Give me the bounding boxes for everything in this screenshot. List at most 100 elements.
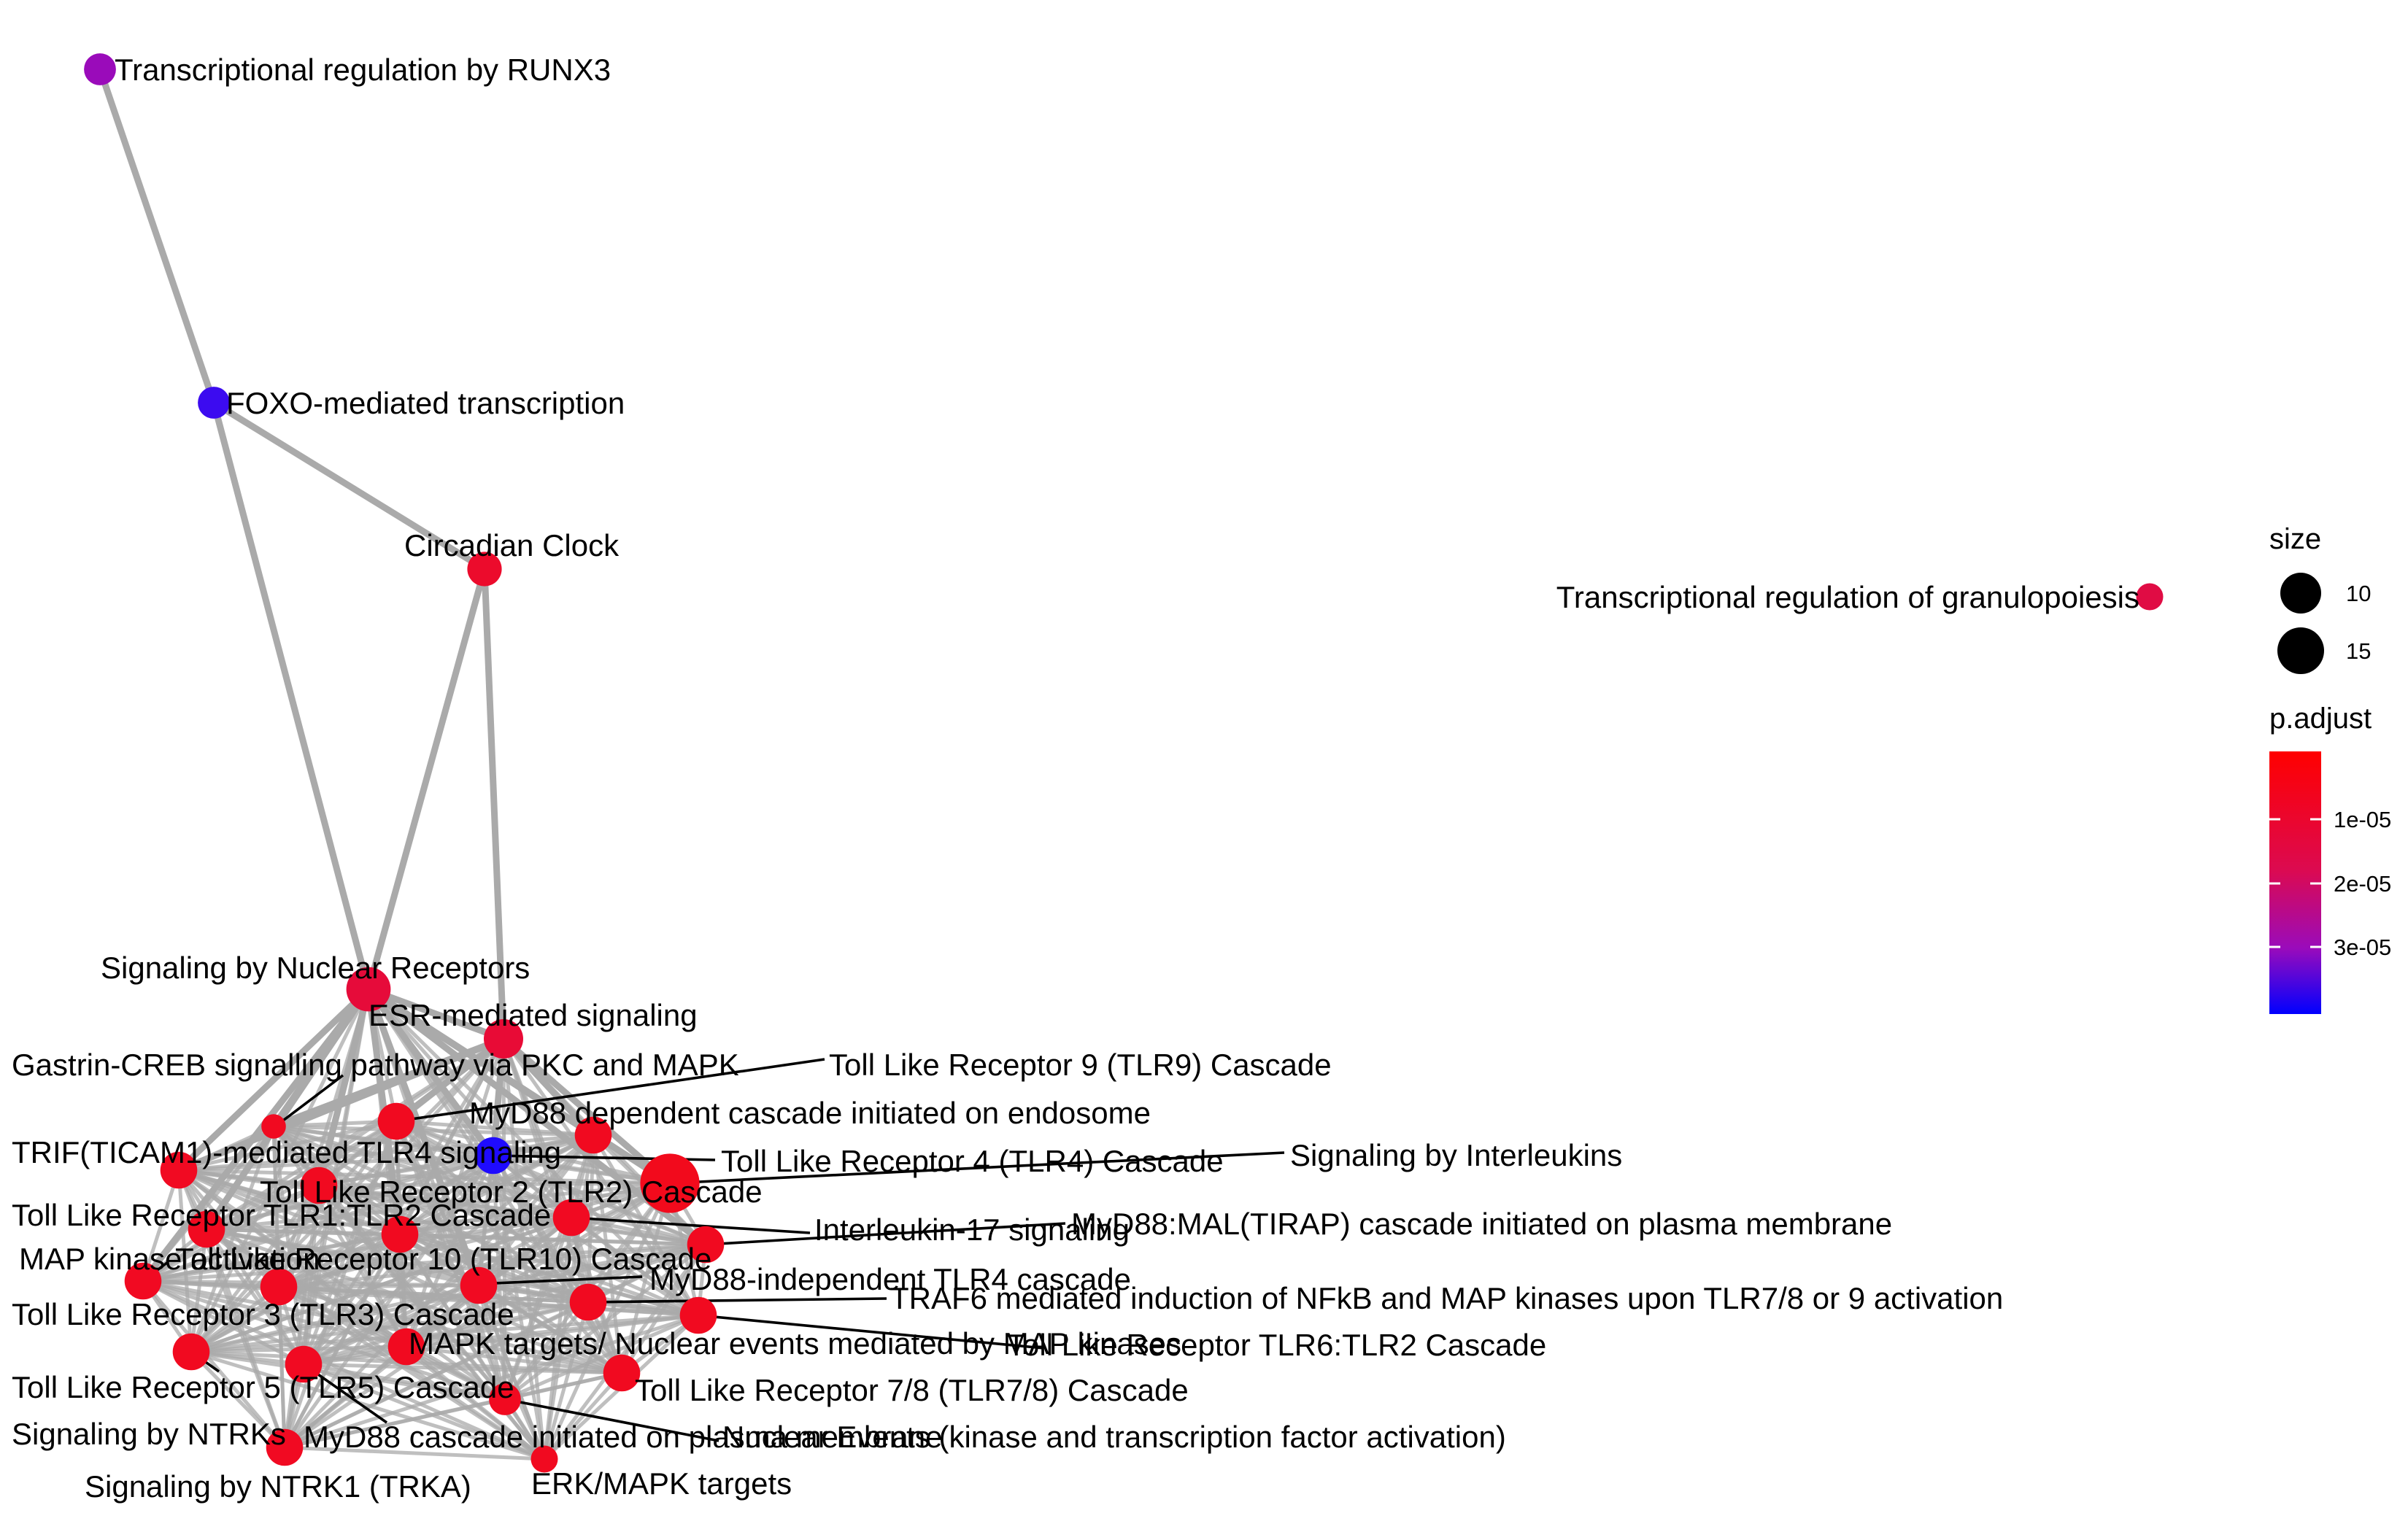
leader-line-myd88mal: [705, 1222, 1066, 1246]
network-edge: [189, 1350, 547, 1461]
network-edge: [394, 1119, 507, 1401]
network-edge: [394, 1119, 672, 1185]
node-tlr9: [377, 1102, 415, 1140]
network-edge: [282, 1183, 321, 1450]
node-label-circadian: Circadian Clock: [404, 528, 620, 562]
legend-size-label-small: 10: [2346, 581, 2371, 606]
node-tlr12: [188, 1210, 225, 1248]
legend-size-circle-small: [2280, 573, 2321, 614]
network-edge-circadian-esr: [481, 565, 507, 1042]
network-edge-nuclear-trif: [175, 986, 372, 1174]
node-label-nuclearevents: Nuclear Events (kinase and transcription…: [722, 1420, 1506, 1454]
network-edge: [586, 1300, 701, 1318]
node-foxo: [198, 387, 230, 419]
network-edge: [301, 1362, 624, 1375]
leader-line-gastrin: [276, 1074, 344, 1126]
node-label-myd88endo: MyD88 dependent cascade initiated on end…: [469, 1096, 1151, 1130]
network-edge: [141, 1168, 181, 1283]
node-gastrin: [261, 1114, 286, 1139]
node-mapkinase: [124, 1262, 162, 1300]
node-myd88mal: [687, 1226, 725, 1264]
node-tlr2: [300, 1167, 338, 1204]
node-myd88indep: [260, 1268, 298, 1306]
network-edge: [177, 1168, 193, 1354]
node-label-traf6: TRAF6 mediated induction of NFkB and MAP…: [890, 1281, 2003, 1315]
network-edge: [542, 1181, 672, 1461]
node-ntrk1: [266, 1428, 304, 1466]
node-label-myd88mal: MyD88:MAL(TIRAP) cascade initiated on pl…: [1071, 1207, 1892, 1241]
network-edge-foxo-circadian: [210, 399, 488, 573]
leader-line-interleukins: [669, 1151, 1285, 1185]
network-edge: [141, 1119, 398, 1283]
legend-color-tick-1: 1e-05: [2334, 807, 2391, 832]
node-label-granulopoiesis: Transcriptional regulation of granulopoi…: [1556, 580, 2139, 614]
network-edge: [501, 1037, 701, 1318]
network-edge: [282, 1181, 672, 1450]
node-label-interleukins: Signaling by Interleukins: [1290, 1138, 1622, 1172]
node-tlr4: [474, 1137, 512, 1175]
node-label-myd88plasma: MyD88 cascade initiated on plasma membra…: [304, 1420, 942, 1454]
network-nodes: [84, 53, 2164, 1473]
network-edge: [398, 1215, 574, 1237]
legend-color-title: p.adjust: [2269, 703, 2372, 735]
network-edge: [189, 1283, 481, 1354]
network-edge: [141, 1279, 287, 1450]
node-esr: [484, 1019, 523, 1059]
network-edge-runx3-foxo: [96, 66, 217, 406]
node-traf6: [569, 1283, 607, 1321]
network-edge-nuclear-tlr4: [365, 986, 497, 1159]
leader-line-mapktargets: [698, 1314, 1044, 1350]
node-label-gastrin: Gastrin-CREB signalling pathway via PKC …: [12, 1048, 739, 1082]
network-edge-esr-trif: [175, 1035, 507, 1174]
leader-line-il17: [571, 1216, 811, 1234]
network-edge: [277, 1285, 701, 1318]
node-label-mapktargets: MAPK targets/ Nuclear events mediated by…: [409, 1326, 1181, 1361]
network-edge: [189, 1181, 672, 1354]
network-edge: [204, 1227, 306, 1366]
node-label-myd88indep: MyD88-independent TLR4 cascade: [649, 1262, 1131, 1296]
node-il17: [552, 1199, 590, 1237]
network-edge: [277, 1119, 398, 1289]
network-edge: [404, 1345, 507, 1401]
network-edge: [542, 1242, 708, 1461]
node-tlr62: [387, 1328, 425, 1366]
network-labels: Transcriptional regulation by RUNX3 FOXO-…: [12, 53, 2139, 1504]
network-edge-nuclear-mapkinase: [139, 986, 372, 1285]
node-label-il17: Interleukin-17 signaling: [814, 1212, 1130, 1247]
legend: size 10 15 p.adjust 1e-05 2e-05 3e-05: [2269, 523, 2391, 1014]
leader-line-nuclearevents: [504, 1398, 719, 1442]
network-edge: [277, 1232, 402, 1289]
node-trif: [160, 1151, 198, 1189]
network-edge-foxo-nuclear: [210, 399, 372, 993]
node-label-tlr5: Toll Like Receptor 5 (TLR5) Cascade: [12, 1370, 514, 1404]
node-tlr78: [603, 1354, 641, 1392]
network-edge: [404, 1345, 547, 1461]
legend-color-tick-3: 3e-05: [2334, 935, 2391, 960]
label-leader-lines: [142, 1058, 1285, 1442]
node-tlr5: [172, 1333, 210, 1371]
network-edge: [141, 1242, 708, 1283]
network-edge: [189, 1350, 287, 1450]
legend-size-label-large: 15: [2346, 638, 2371, 664]
node-circadian: [467, 552, 502, 587]
node-tlr3: [460, 1266, 498, 1304]
node-label-tlr10: Toll Like Receptor 10 (TLR10) Cascade: [175, 1242, 711, 1276]
network-edge: [503, 1313, 701, 1401]
node-label-nuclear: Signaling by Nuclear Receptors: [101, 951, 530, 985]
network-edge: [204, 1227, 402, 1237]
node-label-tlr12: Toll Like Receptor TLR1:TLR2 Cascade: [12, 1198, 551, 1232]
network-edge: [404, 1181, 672, 1349]
network-edge: [394, 1119, 701, 1318]
network-edge: [282, 1445, 547, 1461]
node-nuclearevents: [489, 1383, 521, 1415]
network-edge-nuclear-tlr2: [315, 986, 372, 1189]
node-mapktargets: [679, 1296, 717, 1334]
leader-line-myd88indep: [478, 1275, 643, 1285]
legend-size-circle-large: [2277, 627, 2324, 674]
node-runx3: [84, 53, 116, 85]
legend-size-title: size: [2269, 523, 2321, 555]
node-label-ntrk1: Signaling by NTRK1 (TRKA): [85, 1469, 471, 1504]
network-edge: [189, 1300, 590, 1354]
node-ntrks: [285, 1345, 323, 1383]
